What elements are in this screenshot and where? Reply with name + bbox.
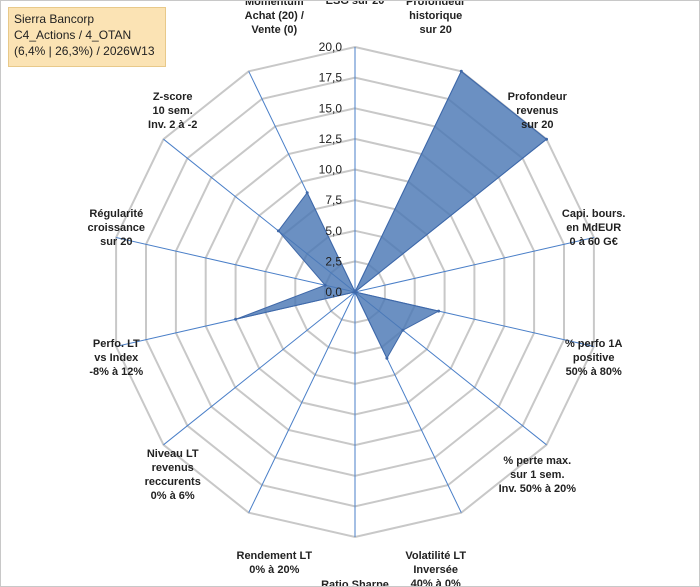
axis-label-line: % perte max. [503,455,571,467]
axis-label: Capi. bours. en MdEUR 0 à 60 G€ [562,208,626,248]
data-point [401,328,405,332]
tick-label: 15,0 [319,101,343,115]
axis-label-line: sur 1 sem. [510,469,564,481]
tick-label: 2,5 [325,254,342,268]
axis-label-line: % perfo 1A [565,338,623,350]
axis-label-line: 0% à 20% [249,564,299,576]
axis-label-line: Niveau LT [147,448,199,460]
axis-label-line: Profondeur [406,1,466,8]
tick-label: 7,5 [325,193,342,207]
axis-label-line: revenus [516,105,558,117]
axis-label: Profondeur historique sur 20 [406,1,466,36]
data-point [305,191,309,195]
axis-label: Z-score 10 sem. Inv. 2 à -2 [148,91,197,131]
axis-label-line: Z-score [153,91,193,103]
axis-spoke [354,237,595,293]
axis-label-line: positive [573,352,615,364]
axis-label-line: sur 20 [419,24,451,36]
axis-label-line: 10 sem. [153,105,193,117]
axis-label: Niveau LT revenus reccurents 0% à 6% [145,448,201,502]
axis-label-line: Rendement LT [237,550,313,562]
axis-label-line: 0 à 60 G€ [570,236,618,248]
data-point [437,309,441,313]
axis-label-line: sur 20 [100,236,132,248]
axis-label-line: Vente (0) [251,24,297,36]
axis-label-line: revenus [152,462,194,474]
axis-label-line: Inv. 50% à 20% [499,483,577,495]
axis-spoke [115,237,356,293]
axis-label-line: Profondeur [508,91,568,103]
axis-label: NoteESG sur 20 [326,1,385,7]
axis-label-line: Momentum [245,1,304,8]
axis-label-line: croissance [88,222,145,234]
axis-label: % perte max. sur 1 sem. Inv. 50% à 20% [499,455,577,495]
axis-label-line: 40% à 0% [411,578,461,586]
axis-label: Rendement LT 0% à 20% [237,550,313,576]
axis-label: Ratio Sharpe0 à 1 [321,579,389,586]
tick-label: 17,5 [319,71,343,85]
tick-label: 20,0 [319,40,343,54]
axis-label-line: en MdEUR [566,222,621,234]
axis-label-line: -8% à 12% [89,366,143,378]
data-point [276,229,280,233]
axis-label-line: historique [409,10,462,22]
data-point [323,283,327,287]
axis-label-line: 0% à 6% [151,490,195,502]
axis-spoke [248,291,356,513]
axis-label-line: ESG sur 20 [326,1,385,7]
axis-label-line: Ratio Sharpe [321,579,389,586]
data-area [235,70,548,360]
portfolio-code: C4_Actions / 4_OTAN [14,28,132,42]
axis-label-line: Capi. bours. [562,208,626,220]
axis-label-line: Régularité [89,208,143,220]
axis-label: Volatilité LT Inversée 40% à 0% [405,550,466,586]
axis-label-line: Inv. 2 à -2 [148,119,197,131]
axis-label-line: 50% à 80% [566,366,622,378]
axis-label: Momentum Achat (20) / Vente (0) [245,1,304,36]
data-point [353,290,357,294]
tick-label: 12,5 [319,132,343,146]
data-point [545,137,548,141]
axis-label-line: Volatilité LT [405,550,466,562]
axis-label-line: reccurents [145,476,201,488]
axis-label: Profondeur revenus sur 20 [508,91,568,131]
axis-label-line: Perfo. LT [93,338,140,350]
info-box: Sierra Bancorp C4_Actions / 4_OTAN (6,4%… [8,7,166,67]
tick-label: 10,0 [319,163,343,177]
company-name: Sierra Bancorp [14,12,95,26]
axis-label: Régularité croissance sur 20 [88,208,145,248]
data-point [234,317,238,321]
axis-label: % perfo 1A positive 50% à 80% [565,338,623,378]
axis-label: Perfo. LT vs Index -8% à 12% [89,338,143,378]
axis-label-line: sur 20 [521,119,553,131]
data-point [385,356,389,360]
performance-period: (6,4% | 26,3%) / 2026W13 [14,44,155,58]
axis-label-line: vs Index [94,352,139,364]
axis-label-line: Achat (20) / [245,10,304,22]
tick-label: 5,0 [325,224,342,238]
axis-spoke [163,291,356,446]
axis-label-line: Inversée [413,564,458,576]
data-point [459,69,463,73]
tick-label: 0,0 [325,285,342,299]
